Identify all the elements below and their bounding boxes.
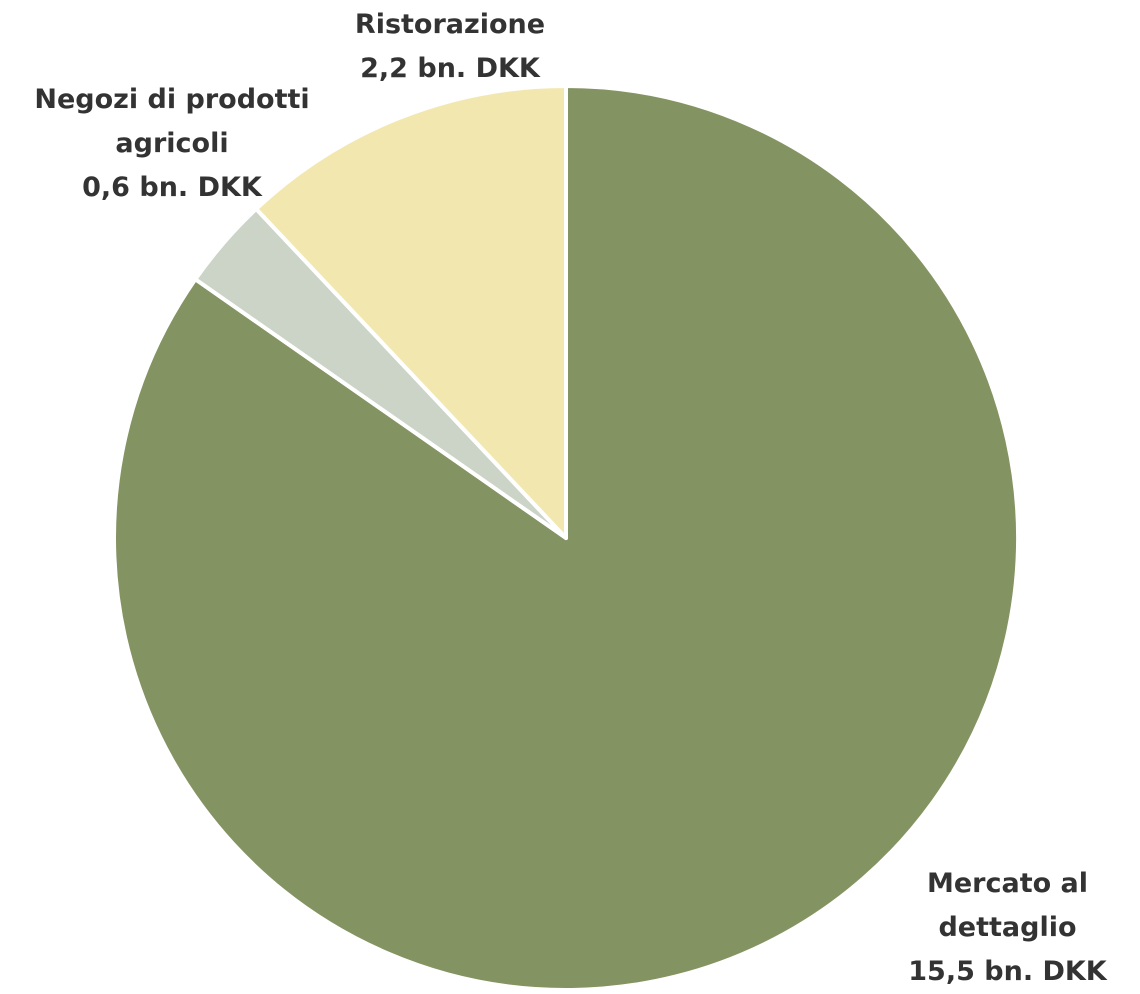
value-label: 15,5 bn. DKK [908,956,1107,987]
slice-label: Ristorazione 2,2 bn. DKK [330,3,570,91]
slice-label: Mercato al dettaglio 15,5 bn. DKK [895,862,1120,994]
category-label: Mercato al dettaglio [926,868,1089,943]
value-label: 0,6 bn. DKK [82,172,262,203]
category-label: Ristorazione [354,9,546,40]
pie-slice [254,84,568,540]
value-label: 2,2 bn. DKK [360,53,540,84]
category-label: Negozi di prodotti agricoli [34,84,310,159]
slice-label: Negozi di prodotti agricoli 0,6 bn. DKK [12,78,332,210]
